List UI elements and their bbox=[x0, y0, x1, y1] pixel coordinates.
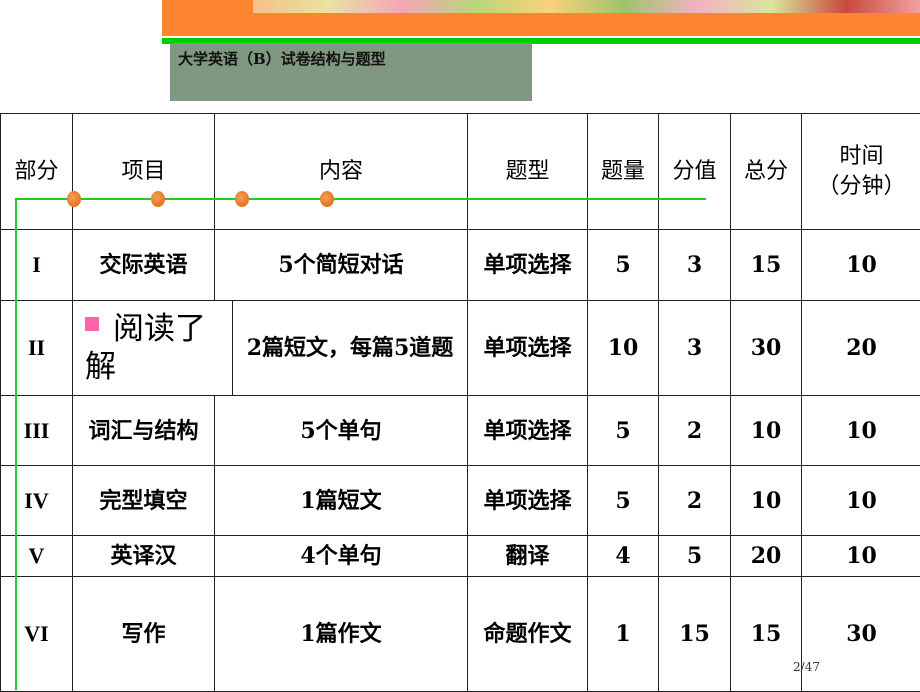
header-item: 项目 bbox=[72, 113, 215, 230]
cell-part: V bbox=[0, 535, 73, 577]
cell-count: 4 bbox=[587, 535, 659, 577]
cell-count: 1 bbox=[587, 576, 659, 692]
cell-count: 5 bbox=[587, 395, 659, 466]
cell-count: 5 bbox=[587, 465, 659, 536]
cell-part: IV bbox=[0, 465, 73, 536]
cell-score: 2 bbox=[658, 465, 731, 536]
header-score: 分值 bbox=[658, 113, 731, 230]
cell-score: 2 bbox=[658, 395, 731, 466]
cell-total: 15 bbox=[730, 229, 802, 301]
cell-time: 10 bbox=[801, 535, 920, 577]
cell-score: 15 bbox=[658, 576, 731, 692]
cell-content: 5个简短对话 bbox=[214, 229, 468, 301]
cell-content: 1篇作文 bbox=[214, 576, 468, 692]
cell-score: 3 bbox=[658, 300, 731, 396]
cell-time: 20 bbox=[801, 300, 920, 396]
green-divider bbox=[162, 38, 920, 44]
cell-item: 词汇与结构 bbox=[72, 395, 215, 466]
orange-dot-icon bbox=[320, 191, 334, 207]
cell-type: 翻译 bbox=[467, 535, 588, 577]
cell-part: VI bbox=[0, 576, 73, 692]
green-horizontal-line bbox=[15, 198, 706, 200]
cell-type: 单项选择 bbox=[467, 229, 588, 301]
cell-content: 5个单句 bbox=[214, 395, 468, 466]
cell-total: 10 bbox=[730, 395, 802, 466]
cell-content: 1篇短文 bbox=[214, 465, 468, 536]
cell-type: 单项选择 bbox=[467, 465, 588, 536]
cell-total: 10 bbox=[730, 465, 802, 536]
item-text: 阅读了解 bbox=[85, 311, 206, 385]
cell-time: 10 bbox=[801, 465, 920, 536]
cell-total: 20 bbox=[730, 535, 802, 577]
cell-part: III bbox=[0, 395, 73, 466]
header-count: 题量 bbox=[587, 113, 659, 230]
header-time: 时间 （分钟） bbox=[801, 113, 920, 230]
cell-score: 3 bbox=[658, 229, 731, 301]
cell-item: 完型填空 bbox=[72, 465, 215, 536]
orange-dot-icon bbox=[235, 191, 249, 207]
orange-dot-icon bbox=[67, 191, 81, 207]
cell-total: 15 bbox=[730, 576, 802, 692]
cell-time: 10 bbox=[801, 229, 920, 301]
header-total: 总分 bbox=[730, 113, 802, 230]
bullet-icon bbox=[85, 317, 99, 331]
orange-dot-icon bbox=[151, 191, 165, 207]
slide-title: 大学英语（B）试卷结构与题型 bbox=[178, 50, 386, 68]
cell-time: 30 bbox=[801, 576, 920, 692]
cell-part: I bbox=[0, 229, 73, 301]
cell-count: 10 bbox=[587, 300, 659, 396]
cell-type: 单项选择 bbox=[467, 300, 588, 396]
header-time-line2: （分钟） bbox=[817, 173, 906, 199]
header-part: 部分 bbox=[0, 113, 73, 230]
cell-content: 2篇短文，每篇5道题 bbox=[232, 300, 468, 396]
header-time-line1: 时间 bbox=[839, 143, 884, 169]
cell-score: 5 bbox=[658, 535, 731, 577]
flower-strip-image bbox=[253, 0, 920, 13]
cell-item: 英译汉 bbox=[72, 535, 215, 577]
cell-time: 10 bbox=[801, 395, 920, 466]
header-content: 内容 bbox=[214, 113, 468, 230]
cell-item: 阅读了解 bbox=[72, 300, 233, 396]
cell-content: 4个单句 bbox=[214, 535, 468, 577]
cell-item: 写作 bbox=[72, 576, 215, 692]
cell-type: 单项选择 bbox=[467, 395, 588, 466]
header-type: 题型 bbox=[467, 113, 588, 230]
cell-count: 5 bbox=[587, 229, 659, 301]
page-number: 2/47 bbox=[793, 660, 820, 674]
green-vertical-line bbox=[15, 199, 17, 690]
cell-item: 交际英语 bbox=[72, 229, 215, 301]
cell-part: II bbox=[0, 300, 73, 396]
cell-total: 30 bbox=[730, 300, 802, 396]
title-box bbox=[170, 43, 532, 101]
cell-type: 命题作文 bbox=[467, 576, 588, 692]
